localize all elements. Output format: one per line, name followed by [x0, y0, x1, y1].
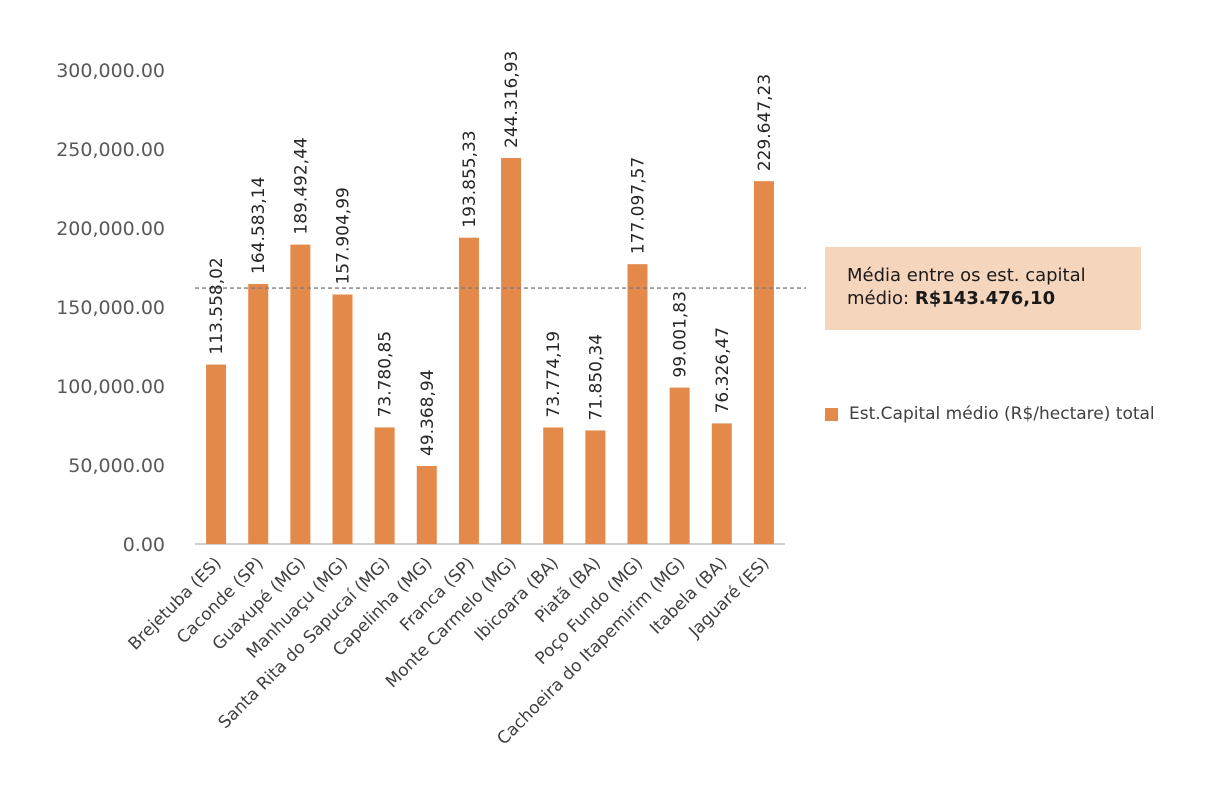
y-tick-label: 100,000.00 — [56, 376, 165, 398]
y-tick-label: 150,000.00 — [56, 297, 165, 319]
bar — [585, 430, 606, 544]
bar — [458, 237, 479, 545]
callout-line-2: médio: R$143.476,10 — [847, 287, 1141, 310]
bar — [332, 294, 353, 544]
data-label: 244.316,93 — [502, 51, 522, 148]
data-label: 189.492,44 — [291, 137, 311, 234]
data-label: 113.558,02 — [207, 257, 227, 354]
callout-value: R$143.476,10 — [914, 288, 1056, 309]
legend-swatch-icon — [825, 407, 838, 421]
bar — [711, 423, 732, 544]
bar — [416, 465, 437, 544]
bar — [206, 364, 227, 544]
data-label: 157.904,99 — [334, 187, 354, 284]
legend: Est.Capital médio (R$/hectare) total — [825, 404, 1155, 424]
bar — [669, 387, 690, 544]
data-label: 229.647,23 — [755, 74, 775, 171]
data-label: 177.097,57 — [629, 157, 649, 254]
y-tick-label: 50,000.00 — [68, 455, 165, 477]
callout-line-1: Média entre os est. capital — [847, 265, 1086, 286]
y-tick-label: 250,000.00 — [56, 139, 165, 161]
y-tick-label: 300,000.00 — [56, 60, 165, 82]
bar — [248, 283, 269, 544]
data-label: 164.583,14 — [249, 177, 269, 274]
data-label: 76.326,47 — [713, 327, 733, 414]
callout-prefix: médio: — [847, 288, 915, 309]
data-label: 99.001,83 — [671, 291, 691, 378]
y-tick-label: 200,000.00 — [56, 218, 165, 240]
bar — [290, 244, 311, 545]
bar — [501, 157, 522, 544]
data-label: 71.850,34 — [586, 334, 606, 421]
data-label: 73.774,19 — [544, 331, 564, 418]
data-label: 49.368,94 — [418, 369, 438, 456]
bar — [627, 264, 648, 544]
data-label: 73.780,85 — [376, 331, 396, 418]
legend-label: Est.Capital médio (R$/hectare) total — [849, 404, 1155, 424]
bar — [374, 427, 395, 544]
bar — [543, 427, 564, 544]
data-label: 193.855,33 — [460, 130, 480, 227]
average-callout: Média entre os est. capital médio: R$143… — [825, 247, 1141, 330]
bar — [753, 181, 774, 544]
y-tick-label: 0.00 — [123, 534, 165, 556]
